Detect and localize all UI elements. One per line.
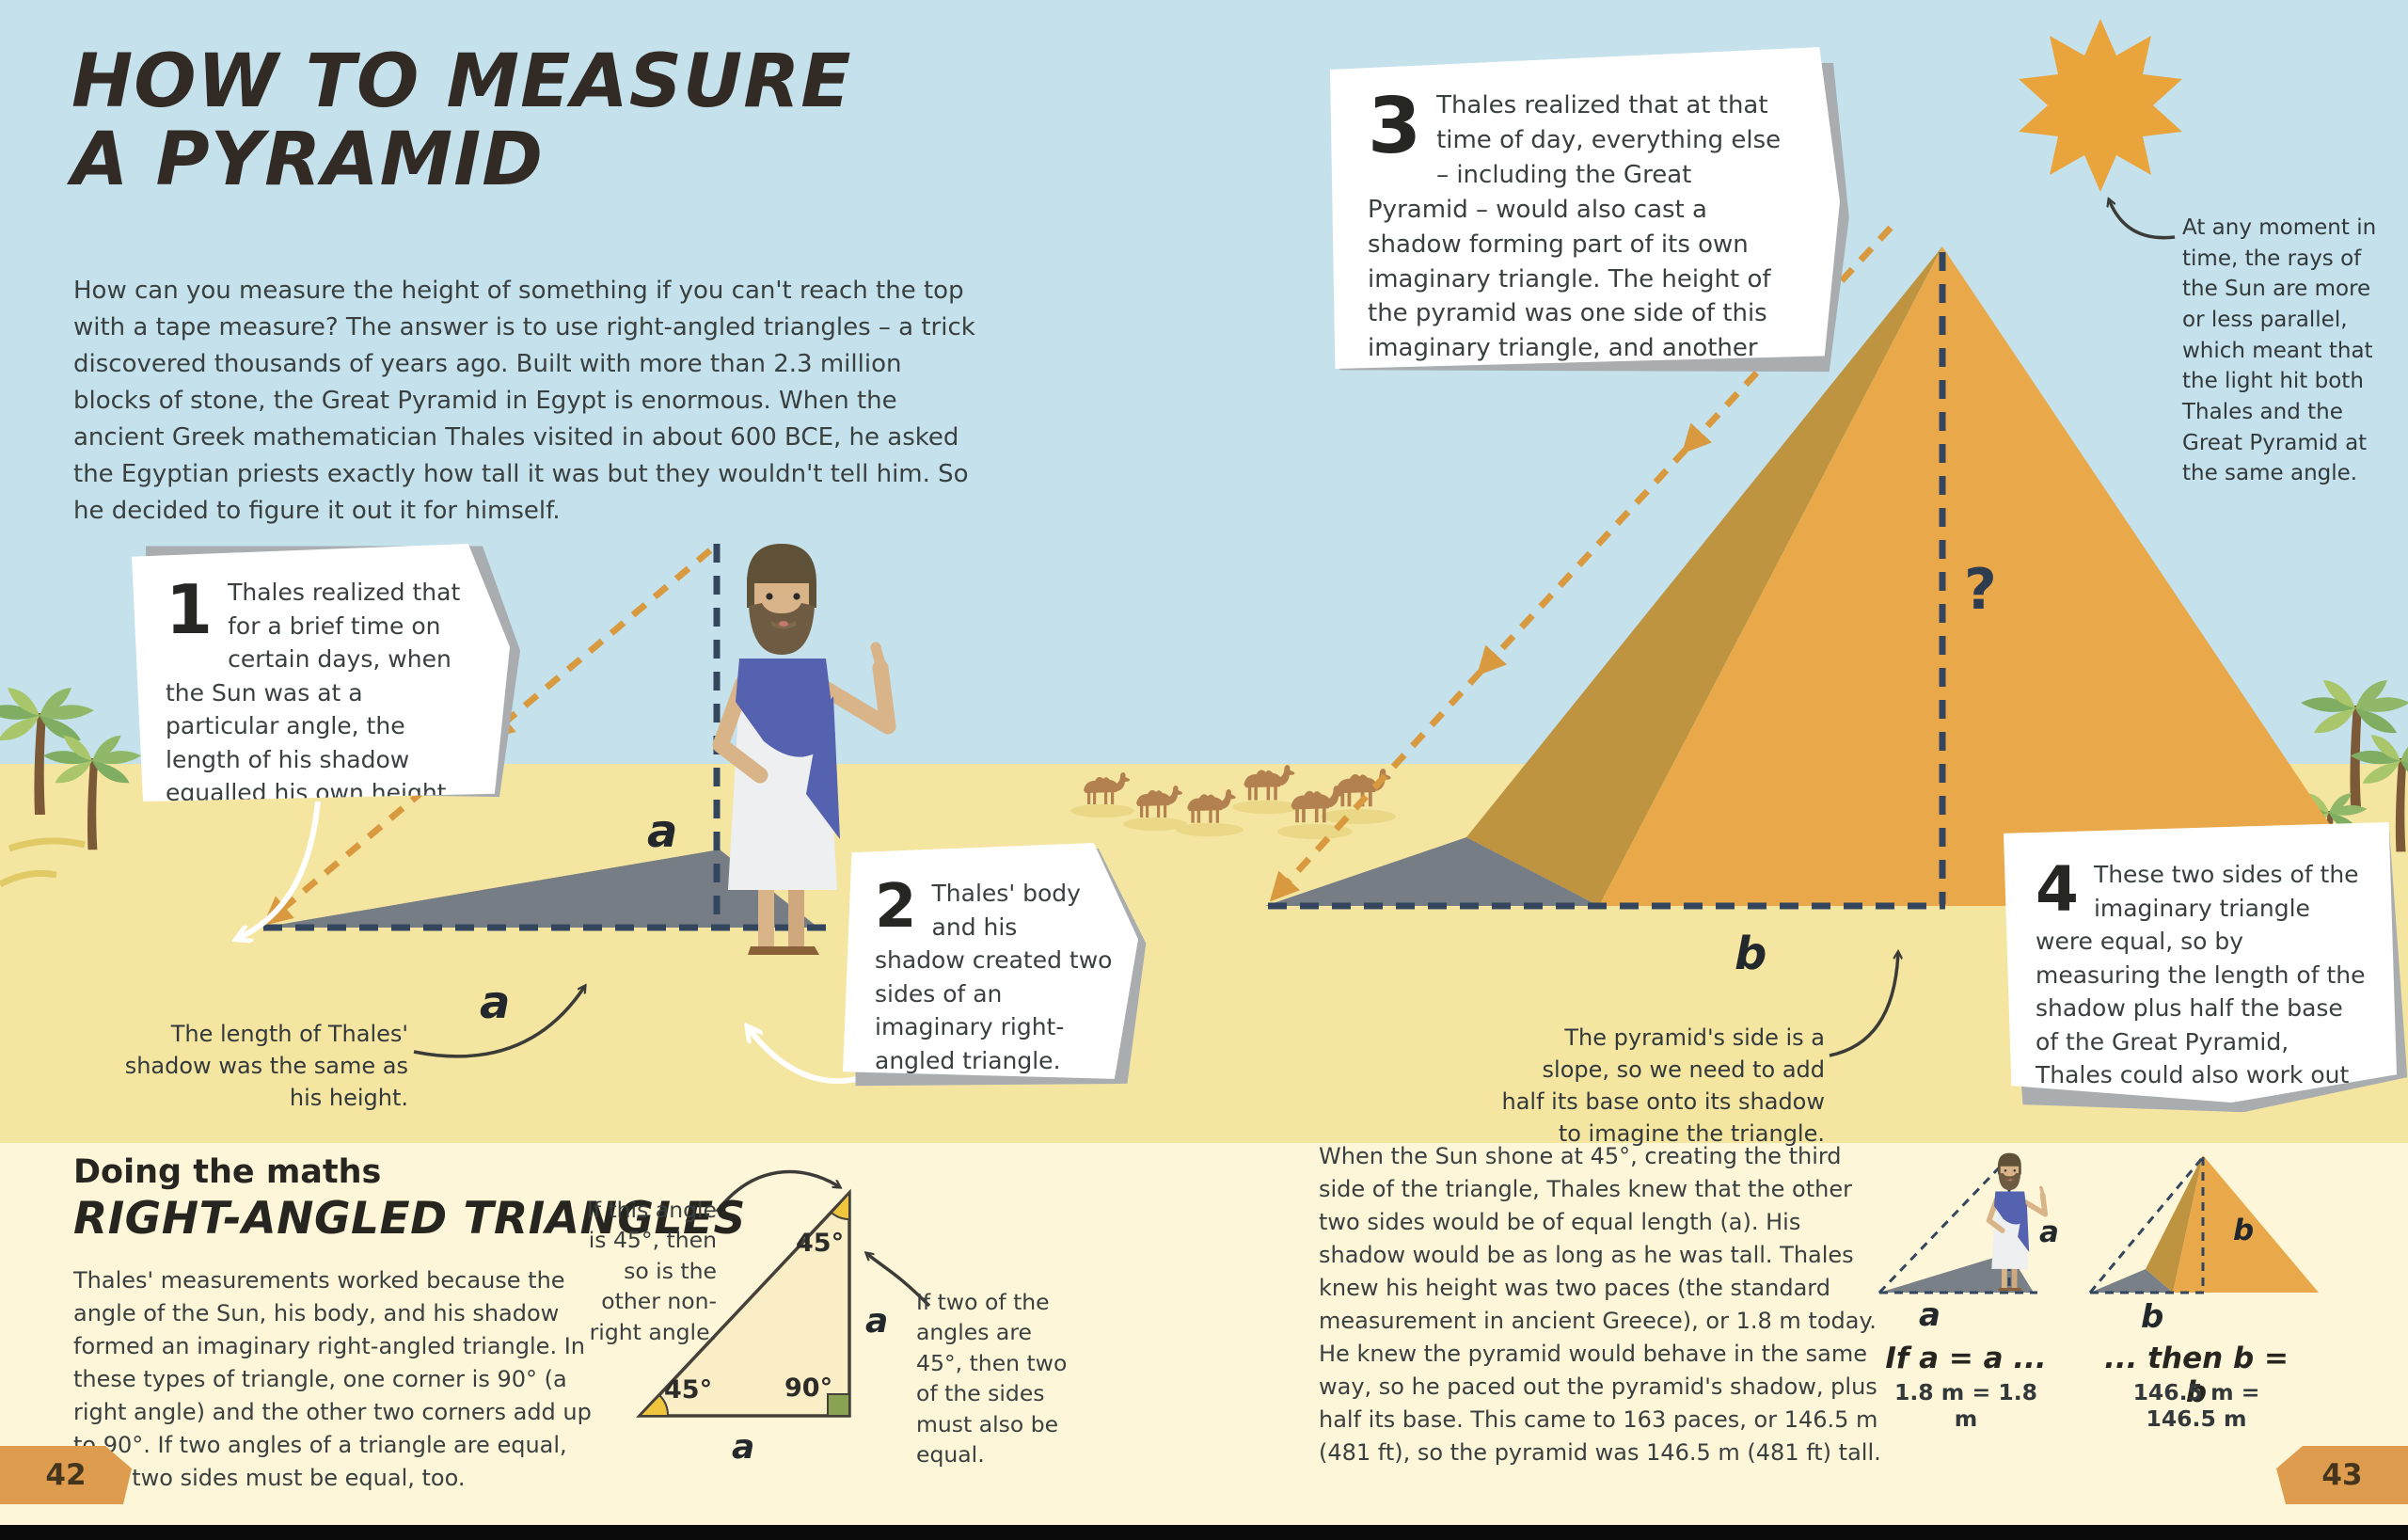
- card-face: 1 Thales realized that for a brief time …: [132, 544, 510, 802]
- step-card-4: 4 These two sides of the imaginary trian…: [2004, 822, 2397, 1103]
- label-thales-height: a: [647, 805, 678, 858]
- step-text: Thales' body and his shadow created two …: [875, 880, 1113, 1074]
- page-number-left-tab: 42: [0, 1446, 132, 1504]
- mini-pyramid-base-label: b: [2141, 1298, 2164, 1336]
- maths-heading: RIGHT-ANGLED TRIANGLES: [73, 1193, 746, 1245]
- step-text: Thales realized that at that time of day…: [1368, 91, 1782, 363]
- step-card-3: 3 Thales realized that at that time of d…: [1330, 47, 1840, 369]
- mini-pyramid-values: 146.5 m = 146.5 m: [2132, 1379, 2260, 1432]
- page-number-left: 42: [45, 1458, 87, 1492]
- step-number: 2: [875, 872, 917, 942]
- label-pyramid-height-unknown: ?: [1964, 557, 1997, 623]
- step-number: 1: [166, 570, 214, 649]
- page-title-line2: A PYRAMID: [71, 117, 544, 202]
- triangle-left-note: If this angle is 45°, then so is the oth…: [586, 1197, 717, 1345]
- mini-thales-base-label: a: [1919, 1296, 1941, 1334]
- page-bottom-edge: [0, 1525, 2408, 1540]
- mini-pyramid-caption: ... then b = b: [2104, 1342, 2289, 1409]
- angle-label-left: 45°: [664, 1375, 713, 1405]
- page-number-right-tab: 43: [2276, 1446, 2408, 1504]
- step-card-1: 1 Thales realized that for a brief time …: [132, 544, 510, 802]
- triangle-side-label: a: [865, 1302, 889, 1341]
- card-face: 3 Thales realized that at that time of d…: [1330, 47, 1840, 369]
- shadow-note: The length of Thales' shadow was the sam…: [124, 1021, 408, 1112]
- triangle-right-note: If two of the angles are 45°, then two o…: [916, 1289, 1068, 1469]
- worked-example: When the Sun shone at 45°, creating the …: [1319, 1143, 1881, 1467]
- step-number: 3: [1368, 82, 1422, 171]
- mini-thales-values: 1.8 m = 1.8 m: [1894, 1379, 2037, 1432]
- mini-thales-caption: If a = a ...: [1885, 1342, 2047, 1375]
- step-text: Thales realized that for a brief time on…: [166, 579, 461, 806]
- page-title-line1: HOW TO MEASURE: [71, 40, 852, 124]
- maths-kicker: Doing the maths: [73, 1153, 382, 1191]
- page-number-right: 43: [2321, 1458, 2363, 1492]
- label-pyramid-base: b: [1735, 928, 1767, 980]
- triangle-base-label: a: [732, 1428, 755, 1467]
- angle-label-right: 90°: [784, 1373, 833, 1403]
- step-text: These two sides of the imaginary triangl…: [2036, 861, 2366, 1103]
- maths-body: Thales' measurements worked because the …: [73, 1267, 592, 1492]
- label-thales-shadow: a: [480, 976, 511, 1029]
- card-face: 4 These two sides of the imaginary trian…: [2004, 822, 2397, 1103]
- step-number: 4: [2036, 853, 2079, 926]
- pyramid-note: The pyramid's side is a slope, so we nee…: [1501, 1024, 1825, 1148]
- mini-thales-side-label: a: [2039, 1215, 2059, 1249]
- card-face: 2 Thales' body and his shadow created tw…: [843, 843, 1138, 1079]
- page-title: HOW TO MEASURE A PYRAMID: [71, 43, 918, 198]
- angle-label-top: 45°: [796, 1229, 845, 1258]
- intro-paragraph: How can you measure the height of someth…: [73, 277, 975, 525]
- sun-note: At any moment in time, the rays of the S…: [2182, 215, 2377, 486]
- mini-pyramid-side-label: b: [2233, 1214, 2255, 1247]
- step-card-2: 2 Thales' body and his shadow created tw…: [843, 843, 1138, 1084]
